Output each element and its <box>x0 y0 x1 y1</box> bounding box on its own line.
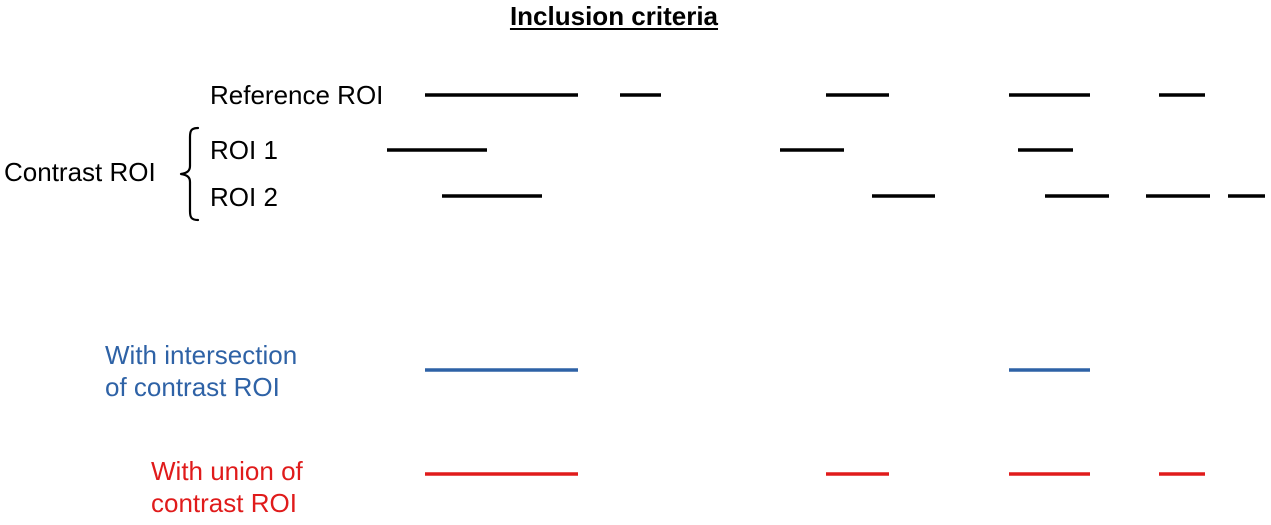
roi-1-label: ROI 1 <box>210 135 278 165</box>
roi-2-label: ROI 2 <box>210 182 278 212</box>
contrast-roi-group-label: Contrast ROI <box>4 157 156 187</box>
diagram-title: Inclusion criteria <box>509 1 719 31</box>
intersection-label-line-2: of contrast ROI <box>105 372 280 402</box>
union-label-line-2: contrast ROI <box>151 488 297 518</box>
intersection-label-line-1: With intersection <box>105 340 298 370</box>
union-label: With union of contrast ROI <box>151 455 303 519</box>
reference-roi-label: Reference ROI <box>210 80 384 110</box>
contrast-roi-brace <box>179 126 200 222</box>
intersection-label: With intersection of contrast ROI <box>105 339 297 403</box>
union-label-line-1: With union of <box>151 456 303 486</box>
